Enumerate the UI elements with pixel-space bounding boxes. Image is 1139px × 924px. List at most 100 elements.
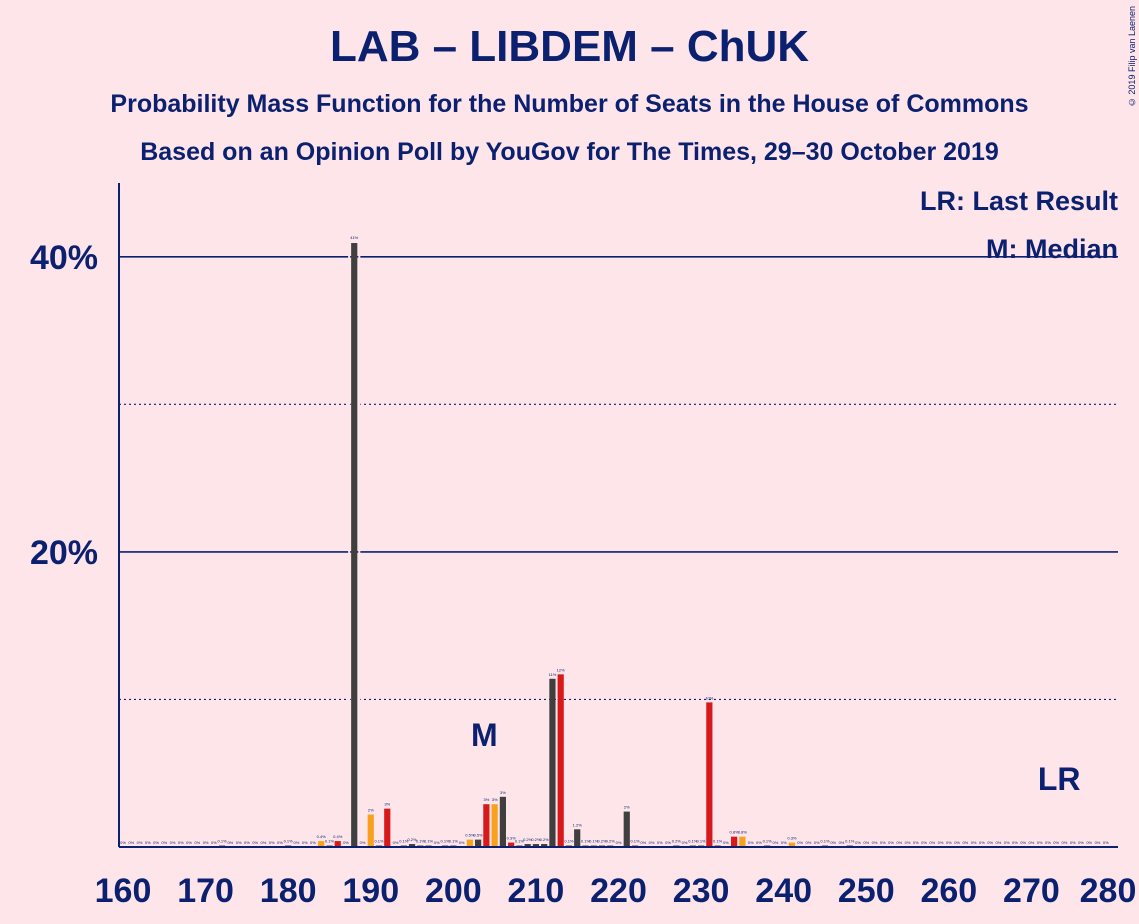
bar-label-seat-168: 0% [186,840,192,845]
bar-label-seat-252: 0% [880,840,886,845]
bar-label-seat-161: 0% [128,840,134,845]
bar-label-seat-171: 0% [211,840,217,845]
bar-label-seat-170: 0% [203,840,209,845]
bar-seat-213 [557,674,564,847]
bar-seat-192 [384,808,391,847]
bar-label-seat-254: 0% [896,840,902,845]
bar-seat-207 [508,842,515,847]
bar-label-seat-242: 0% [797,840,803,845]
bar-label-seat-217: 0.1% [589,839,599,844]
bar-label-seat-191: 0.1% [374,839,384,844]
bar-label-seat-203: 0.5% [474,833,484,838]
bar-label-seat-177: 0% [261,840,267,845]
bar-label-seat-248: 0.1% [845,839,855,844]
bar-label-seat-216: 0.1% [581,839,591,844]
bar-label-seat-279: 0% [1103,840,1109,845]
bar-label-seat-226: 0% [665,840,671,845]
bar-label-seat-212: 11% [549,672,557,677]
bar-label-seat-192: 3% [384,802,390,807]
bar-label-seat-265: 0% [987,840,993,845]
bar-label-seat-179: 0% [277,840,283,845]
bar-label-seat-257: 0% [921,840,927,845]
bar-label-seat-240: 0% [781,840,787,845]
bar-label-seat-239: 0% [773,840,779,845]
legend-median: M: Median [986,234,1118,264]
bar-label-seat-194: 0.1% [399,839,409,844]
x-tick-170: 170 [177,872,234,910]
x-tick-270: 270 [1003,872,1060,910]
bar-label-seat-186: 0.4% [333,834,343,839]
bar-label-seat-224: 0% [649,840,655,845]
bar-label-seat-202: 0.5% [465,833,475,838]
bar-seat-211 [541,844,548,847]
bar-label-seat-276: 0% [1078,840,1084,845]
chart-subtitle-poll: Based on an Opinion Poll by YouGov for T… [140,138,999,166]
bar-label-seat-209: 0.2% [523,837,533,842]
x-tick-160: 160 [95,872,152,910]
bar-label-seat-263: 0% [971,840,977,845]
bar-label-seat-166: 0% [170,840,176,845]
bar-label-seat-172: 0.1% [218,839,228,844]
bar-label-seat-267: 0% [1004,840,1010,845]
bar-label-seat-182: 0% [302,840,308,845]
bar-label-seat-274: 0% [1062,840,1068,845]
x-tick-280: 280 [1080,872,1137,910]
bar-label-seat-246: 0% [830,840,836,845]
bar-label-seat-250: 0% [863,840,869,845]
bar-seat-210 [532,844,540,847]
x-tick-190: 190 [342,872,399,910]
bar-label-seat-184: 0.4% [317,834,327,839]
bar-label-seat-204: 3% [483,797,489,802]
bar-seat-190 [367,814,374,847]
bar-label-seat-273: 0% [1053,840,1059,845]
bar-seat-203 [475,839,482,847]
x-tick-260: 260 [920,872,977,910]
bar-label-seat-178: 0% [269,840,275,845]
bar-label-seat-160: 0% [120,840,126,845]
x-tick-210: 210 [508,872,565,910]
bar-labels: 0% 0% 0% 0% 0% 0% 0% 0% 0% 0% 0% 0% 0.1% 0% 0% 0% 0% 0% 0%… [120,235,1109,845]
bar-label-seat-229: 0.1% [688,839,698,844]
bar-label-seat-215: 1.2% [573,822,583,827]
bar-label-seat-244: 0% [814,840,820,845]
bar-label-seat-228: 0% [682,840,688,845]
bar-label-seat-232: 0.1% [713,839,723,844]
x-tick-250: 250 [838,872,895,910]
bar-seat-215 [574,829,581,847]
bar-seat-209 [524,844,531,847]
bar-label-seat-173: 0% [227,840,233,845]
bar-label-seat-277: 0% [1086,840,1092,845]
bar-seat-231 [706,702,713,847]
bar-label-seat-230: 0.1% [697,839,707,844]
bar-label-seat-243: 0% [806,840,812,845]
bar-label-seat-222: 0.1% [630,839,640,844]
chart-title: LAB – LIBDEM – ChUK [329,22,810,71]
x-tick-220: 220 [590,872,647,910]
x-tick-230: 230 [673,872,730,910]
last-result-marker: LR [1038,761,1081,797]
bar-seat-221 [623,811,630,847]
bar-label-seat-258: 0% [929,840,935,845]
bar-label-seat-167: 0% [178,840,184,845]
bar-label-seat-251: 0% [872,840,878,845]
bar-label-seat-185: 0.1% [325,839,335,844]
bar-label-seat-197: 0.1% [424,839,434,844]
bar-label-seat-210: 0.2% [531,837,541,842]
bar-seat-235 [739,836,746,847]
bar-label-seat-249: 0% [855,840,861,845]
bar-seat-234 [731,836,738,847]
bar-seat-188 [351,242,358,847]
y-tick-40: 40% [30,239,98,277]
bar-label-seat-256: 0% [913,840,919,845]
bar-label-seat-261: 0% [954,840,960,845]
bar-label-seat-247: 0% [839,840,845,845]
bar-label-seat-193: 0% [393,840,399,845]
bar-label-seat-174: 0% [236,840,242,845]
bar-label-seat-259: 0% [938,840,944,845]
bar-label-seat-268: 0% [1012,840,1018,845]
bar-label-seat-236: 0% [748,840,754,845]
bar-label-seat-278: 0% [1095,840,1101,845]
bar-label-seat-233: 0% [723,840,729,845]
bar-label-seat-245: 0.1% [820,839,830,844]
